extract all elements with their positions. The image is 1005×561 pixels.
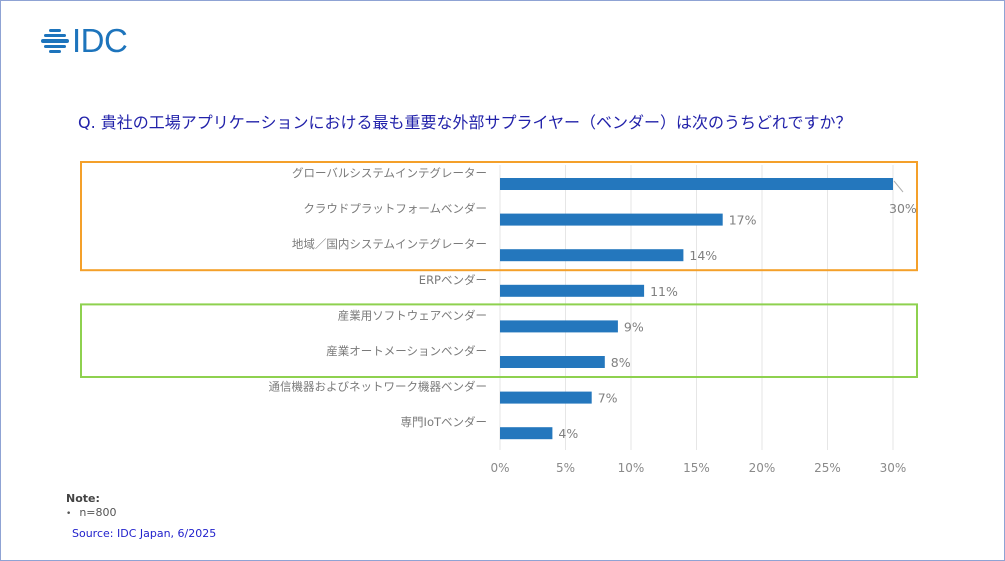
category-label: ERPベンダー	[419, 273, 487, 287]
x-tick-label: 15%	[683, 461, 710, 475]
highlight-box-top-group	[80, 161, 918, 272]
category-label: 通信機器およびネットワーク機器ベンダー	[269, 380, 488, 394]
x-tick-label: 5%	[556, 461, 575, 475]
x-tick-label: 0%	[490, 461, 509, 475]
category-label: グローバルシステムインテグレーター	[292, 166, 487, 180]
category-label: クラウドプラットフォームベンダー	[303, 202, 487, 216]
idc-globe-icon	[41, 29, 69, 53]
data-label: 9%	[624, 319, 644, 334]
x-tick-label: 10%	[618, 461, 645, 475]
note-title: Note:	[66, 492, 100, 505]
data-label: 30%	[889, 201, 917, 216]
gridlines	[499, 165, 894, 450]
data-labels: 30% 17% 14% 11% 9% 8% 7% 4%	[558, 180, 917, 441]
bullet-icon: •	[66, 509, 72, 519]
category-label: 専門IoTベンダー	[401, 415, 487, 429]
data-label: 8%	[611, 355, 631, 370]
data-label-leader	[893, 180, 904, 193]
category-labels: グローバルシステムインテグレータークラウドプラットフォームベンダー地域／国内シス…	[269, 166, 488, 429]
highlight-box-industrial-group	[80, 303, 918, 378]
logo-text: IDC	[72, 22, 128, 59]
bar	[500, 427, 553, 440]
category-label: 産業用ソフトウェアベンダー	[338, 308, 487, 322]
highlight-boxes	[80, 161, 918, 378]
x-tick-label: 20%	[749, 461, 776, 475]
data-label: 4%	[558, 426, 578, 441]
bar	[500, 356, 605, 368]
idc-logo: IDC	[40, 22, 128, 59]
x-tick-label: 25%	[814, 461, 841, 475]
note-item: • n=800	[66, 506, 117, 519]
category-label: 産業オートメーションベンダー	[326, 344, 487, 358]
bar	[500, 213, 723, 226]
bar	[500, 249, 684, 262]
x-axis-ticks: 0% 5% 10% 15% 20% 25% 30%	[490, 461, 906, 475]
note-item-text: n=800	[79, 506, 117, 519]
data-label: 17%	[729, 213, 757, 228]
bar	[500, 284, 645, 297]
source-text: Source: IDC Japan, 6/2025	[72, 527, 217, 540]
question-title: Q. 貴社の工場アプリケーションにおける最も重要な外部サプライヤー（ベンダー）は…	[78, 113, 852, 132]
data-label: 14%	[689, 248, 717, 263]
data-label: 7%	[598, 391, 618, 406]
data-label: 11%	[650, 284, 678, 299]
category-label: 地域／国内システムインテグレーター	[292, 237, 487, 251]
bars	[500, 178, 893, 440]
bar	[500, 391, 592, 404]
bar	[500, 320, 618, 333]
x-tick-label: 30%	[880, 461, 907, 475]
bar	[500, 178, 893, 190]
